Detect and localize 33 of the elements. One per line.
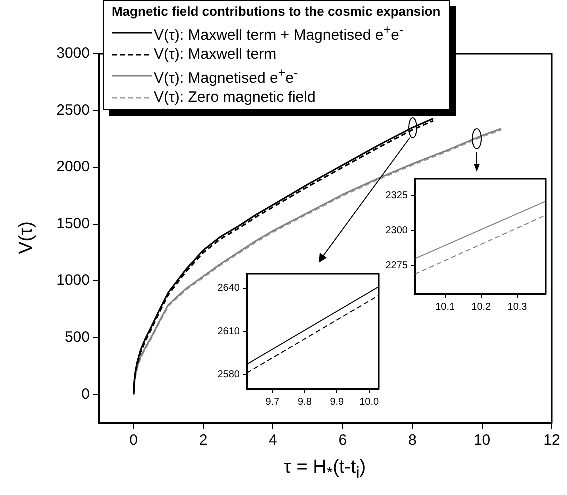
y-tick-label: 2325 — [386, 190, 408, 202]
y-tick-label: 2300 — [386, 226, 408, 237]
x-tick-label: 9.8 — [298, 396, 312, 408]
x-tick-label: 12 — [544, 432, 560, 450]
y-tick-label: 1500 — [56, 215, 90, 232]
y-tick-label: 500 — [64, 328, 90, 346]
x-tick-label: 0 — [130, 432, 138, 450]
x-tick-label: 10.1 — [436, 302, 456, 313]
legend-title: Magnetic field contributions to the cosmic expansion — [112, 4, 441, 19]
x-tick-label: 9.9 — [330, 396, 345, 408]
y-tick-label: 2610 — [218, 326, 240, 338]
x-tick-label: 8 — [408, 432, 417, 450]
x-tick-label: 2 — [199, 432, 208, 450]
y-tick-label: 3000 — [56, 45, 90, 62]
legend-label: V(τ): Maxwell term — [154, 45, 277, 64]
y-tick-label: 2500 — [56, 102, 90, 119]
x-tick-label: 10.0 — [360, 396, 380, 408]
legend-label: V(τ): Magnetised e$^{+}$e$^{-}$ — [154, 65, 298, 88]
x-tick-label: 10.3 — [508, 302, 528, 313]
y-axis-title: V(τ) — [16, 222, 38, 254]
x-tick-label: 6 — [338, 432, 348, 450]
x-tick-label: 9.7 — [266, 396, 280, 408]
y-tick-label: 2580 — [218, 369, 240, 380]
y-tick-label: 1000 — [56, 272, 90, 290]
x-axis-title: τ = H$_{*}$(t-t$_{i}$) — [284, 457, 366, 483]
x-tick-label: 10.2 — [472, 302, 492, 313]
y-tick-label: 2000 — [56, 158, 90, 176]
x-tick-label: 4 — [269, 432, 278, 450]
x-tick-label: 10 — [474, 432, 491, 450]
y-tick-label: 2275 — [386, 260, 408, 272]
legend-label: V(τ): Zero magnetic field — [154, 88, 316, 107]
legend-label: V(τ): Maxwell term + Magnetised e$^{+}$e$^{-}$ — [154, 22, 404, 45]
y-tick-label: 2640 — [218, 283, 240, 294]
